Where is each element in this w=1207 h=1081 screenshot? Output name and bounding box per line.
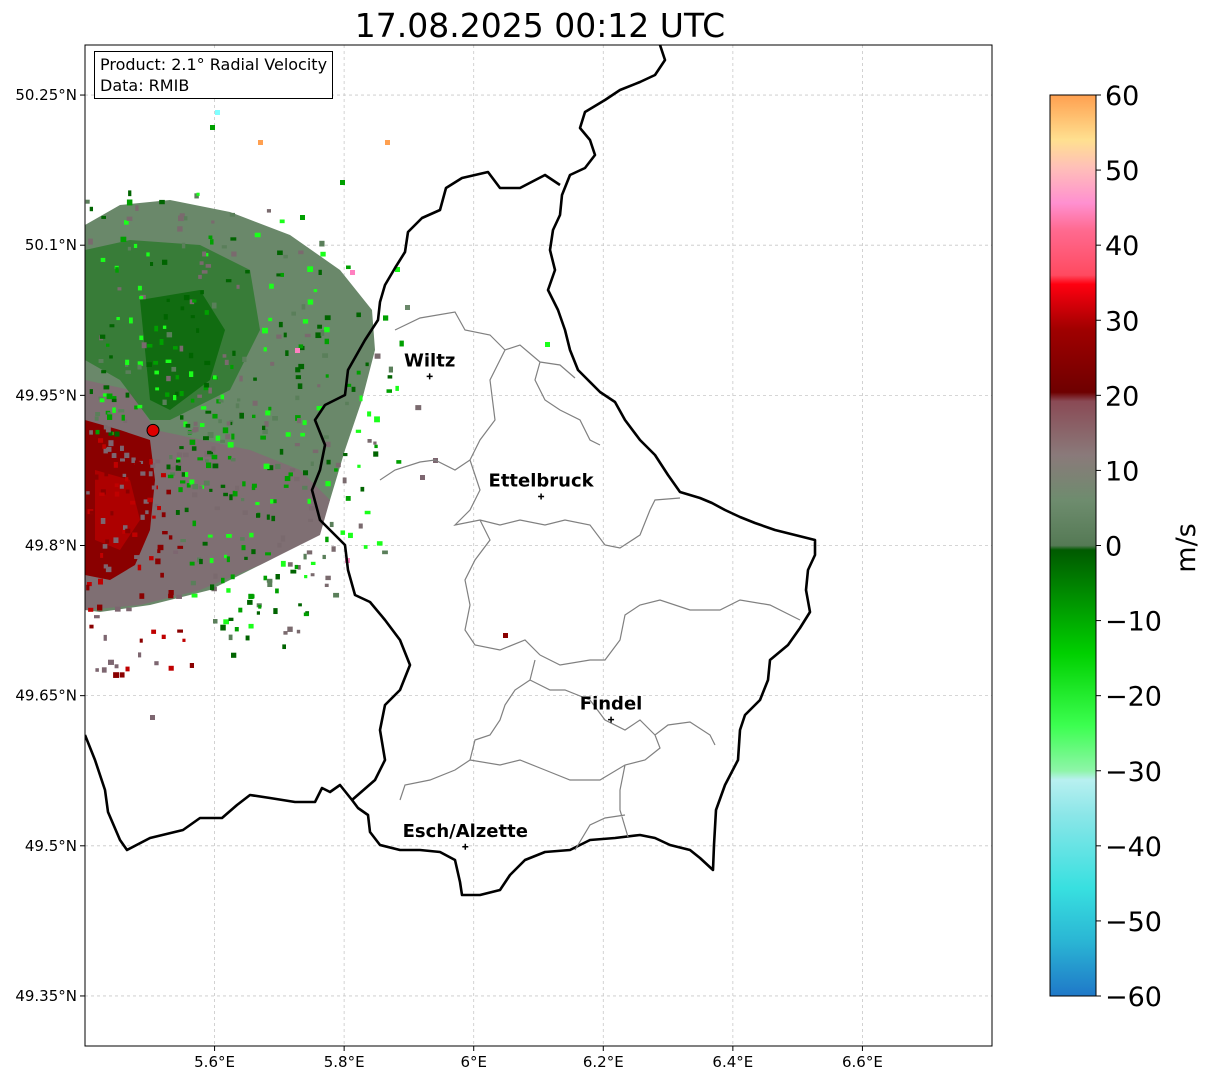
lat-tick-label: 49.8°N <box>25 537 77 555</box>
lat-tick-label: 49.35°N <box>15 987 77 1005</box>
radar-site-marker <box>146 423 160 437</box>
map-title: 17.08.2025 00:12 UTC <box>354 6 726 45</box>
colorbar-tick-label: −40 <box>1105 832 1162 863</box>
colorbar-tick-label: −60 <box>1105 982 1162 1013</box>
colorbar-tick-label: 40 <box>1105 231 1139 262</box>
colorbar-tick-label: −20 <box>1105 682 1162 713</box>
colorbar-tick-label: −10 <box>1105 607 1162 638</box>
colorbar-tick-label: 60 <box>1105 81 1139 112</box>
lat-tick-label: 49.95°N <box>15 386 77 404</box>
radar-echo-layer <box>85 110 550 720</box>
colorbar-tick-label: −50 <box>1105 907 1162 938</box>
colorbar-label: m/s <box>1171 523 1202 572</box>
lon-tick-label: 6.6°E <box>842 1053 883 1071</box>
lon-tick-label: 6°E <box>460 1053 487 1071</box>
lat-tick-label: 50.25°N <box>15 86 77 104</box>
colorbar-tick-label: 20 <box>1105 381 1139 412</box>
colorbar-ticks: 60 50 40 30 20 10 0 −10 −20 −30 −40 −50 −60 <box>1096 81 1162 1013</box>
colorbar-tick-label: 0 <box>1105 532 1122 563</box>
city-label: Esch/Alzette <box>403 821 528 842</box>
colorbar-tick-label: 30 <box>1105 306 1139 337</box>
product-text: Product: 2.1° Radial Velocity <box>100 55 328 74</box>
radar-speckles <box>85 110 550 720</box>
colorbar-tick-label: 10 <box>1105 456 1139 487</box>
city-marker <box>462 843 469 850</box>
country-border-lux <box>85 45 817 897</box>
lon-tick-label: 5.6°E <box>194 1053 235 1071</box>
city-label: Wiltz <box>404 350 455 371</box>
colorbar-tick-label: −30 <box>1105 757 1162 788</box>
colorbar <box>1049 94 1097 997</box>
product-info-box: Product: 2.1° Radial Velocity Data: RMIB <box>94 51 334 99</box>
lon-tick-label: 6.2°E <box>583 1053 624 1071</box>
lux-outline-west <box>310 170 561 801</box>
lon-tick-label: 6.4°E <box>712 1053 753 1071</box>
canton-borders <box>379 311 801 851</box>
city-label: Findel <box>580 694 643 715</box>
lat-tick-label: 49.5°N <box>25 837 77 855</box>
data-source-text: Data: RMIB <box>100 76 190 95</box>
lon-tick-labels: 5.6°E 5.8°E 6°E 6.2°E 6.4°E 6.6°E <box>194 1053 883 1071</box>
lat-tick-label: 49.65°N <box>15 687 77 705</box>
borders-layer <box>85 45 817 897</box>
city-marker <box>426 373 433 380</box>
city-markers: Wiltz Ettelbruck Findel Esch/Alzette <box>403 350 643 850</box>
lat-tick-label: 50.1°N <box>25 236 77 254</box>
lon-tick-label: 5.8°E <box>324 1053 365 1071</box>
lat-tick-labels: 50.25°N 50.1°N 49.95°N 49.8°N 49.65°N 49.5°N 4… <box>15 86 77 1005</box>
map-axis-ticks <box>80 94 863 1051</box>
colorbar-tick-label: 50 <box>1105 156 1139 187</box>
city-label: Ettelbruck <box>489 470 595 491</box>
city-marker <box>608 716 615 723</box>
city-marker <box>538 493 545 500</box>
